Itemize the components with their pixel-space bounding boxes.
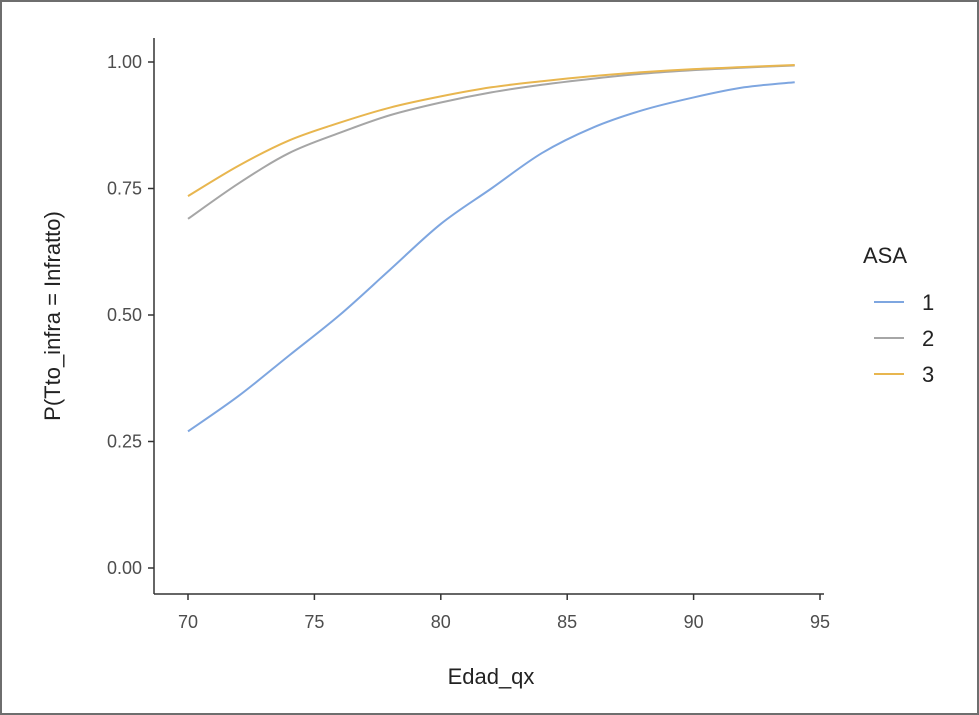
x-axis-title: Edad_qx	[448, 664, 535, 689]
y-tick-label: 0.50	[107, 305, 142, 325]
y-axis-title: P(Tto_infra = Infratto)	[40, 211, 65, 421]
x-tick-label: 95	[810, 612, 830, 632]
x-tick-label: 85	[557, 612, 577, 632]
legend-title: ASA	[863, 243, 907, 268]
series-line-1	[187, 81, 795, 433]
y-tick-label: 0.00	[107, 558, 142, 578]
y-tick-label: 0.75	[107, 179, 142, 199]
x-tick-label: 90	[684, 612, 704, 632]
series-line-3	[187, 64, 795, 197]
x-tick-label: 70	[178, 612, 198, 632]
series-lines	[187, 64, 795, 433]
y-ticks: 0.00 0.25 0.50 0.75 1.00	[107, 52, 154, 578]
series-line-2	[187, 64, 795, 220]
legend: 1 2 3	[874, 290, 934, 387]
legend-label-2: 2	[922, 326, 934, 351]
y-tick-label: 1.00	[107, 52, 142, 72]
x-ticks: 70 75 80 85 90 95	[178, 594, 830, 632]
x-tick-label: 75	[304, 612, 324, 632]
y-tick-label: 0.25	[107, 432, 142, 452]
legend-label-3: 3	[922, 362, 934, 387]
legend-label-1: 1	[922, 290, 934, 315]
x-tick-label: 80	[431, 612, 451, 632]
